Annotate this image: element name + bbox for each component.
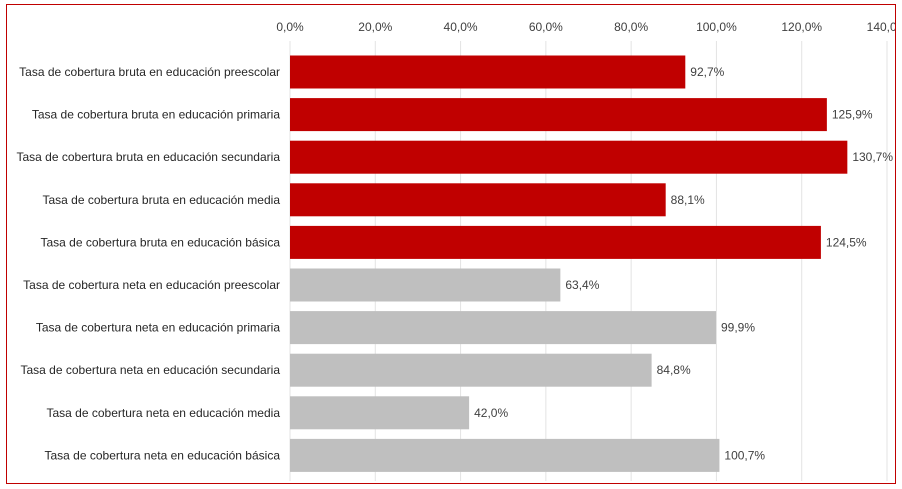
value-label: 130,7% xyxy=(852,150,893,164)
value-label: 100,7% xyxy=(724,448,765,462)
value-labels: 92,7% 125,9% 130,7% 88,1% 124,5% 63,4% 99,9% 84… xyxy=(474,65,893,462)
category-label: Tasa de cobertura bruta en educación sec… xyxy=(16,150,280,164)
x-tick-label: 40,0% xyxy=(444,20,478,34)
x-tick-label: 120,0% xyxy=(781,20,822,34)
bar xyxy=(290,311,717,345)
value-label: 88,1% xyxy=(671,193,705,207)
bar xyxy=(290,438,720,472)
value-label: 92,7% xyxy=(690,65,724,79)
bar xyxy=(290,268,561,302)
x-tick-label: 140,0% xyxy=(867,20,895,34)
category-label: Tasa de cobertura neta en educación medi… xyxy=(47,406,281,420)
chart-frame: 0,0% 20,0% 40,0% 60,0% 80,0% 100,0% 120,0% 140,… xyxy=(6,4,896,484)
bars xyxy=(290,55,848,472)
bar-chart: 0,0% 20,0% 40,0% 60,0% 80,0% 100,0% 120,0% 140,… xyxy=(16,20,895,481)
category-label: Tasa de cobertura bruta en educación med… xyxy=(43,193,281,207)
value-label: 99,9% xyxy=(721,321,755,335)
category-label: Tasa de cobertura neta en educación prim… xyxy=(36,321,280,335)
x-tick-label: 0,0% xyxy=(276,20,304,34)
x-tick-label: 20,0% xyxy=(358,20,392,34)
bar xyxy=(290,225,821,259)
bar xyxy=(290,140,848,174)
value-label: 42,0% xyxy=(474,406,508,420)
bar xyxy=(290,55,686,89)
value-label: 84,8% xyxy=(657,363,691,377)
x-tick-label: 100,0% xyxy=(696,20,737,34)
bar xyxy=(290,396,470,430)
bar xyxy=(290,98,827,132)
x-axis-ticks: 0,0% 20,0% 40,0% 60,0% 80,0% 100,0% 120,0% 140,… xyxy=(276,20,895,34)
category-label: Tasa de cobertura neta en educación secu… xyxy=(20,363,280,377)
category-label: Tasa de cobertura neta en educación pree… xyxy=(23,278,280,292)
value-label: 63,4% xyxy=(565,278,599,292)
category-label: Tasa de cobertura bruta en educación pri… xyxy=(32,108,280,122)
category-label: Tasa de cobertura neta en educación bási… xyxy=(45,448,281,462)
bar xyxy=(290,353,652,387)
x-tick-label: 80,0% xyxy=(614,20,648,34)
value-label: 124,5% xyxy=(826,235,867,249)
category-label: Tasa de cobertura bruta en educación bás… xyxy=(41,235,281,249)
x-tick-label: 60,0% xyxy=(529,20,563,34)
value-label: 125,9% xyxy=(832,108,873,122)
bar xyxy=(290,183,666,217)
category-label: Tasa de cobertura bruta en educación pre… xyxy=(19,65,280,79)
category-labels: Tasa de cobertura bruta en educación pre… xyxy=(16,65,280,462)
